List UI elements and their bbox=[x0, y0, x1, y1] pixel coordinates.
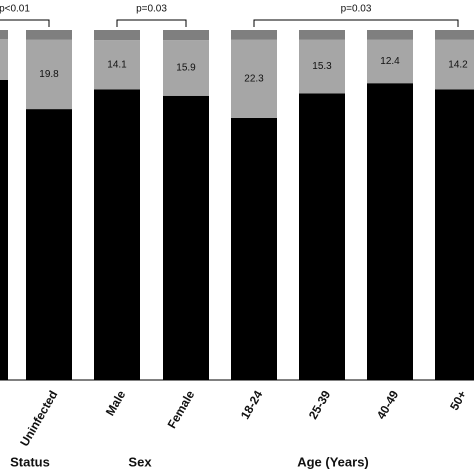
x-tick-label: 18-24 bbox=[238, 388, 266, 422]
bar-segment bbox=[26, 109, 72, 380]
group-label: Sex bbox=[128, 454, 152, 469]
x-tick-label: 40-49 bbox=[374, 388, 402, 422]
bar-fragment bbox=[0, 30, 8, 380]
bar-segment bbox=[26, 30, 72, 40]
value-label: 19.8 bbox=[39, 69, 59, 80]
annotation: p<0.01 bbox=[0, 4, 30, 15]
bar-segment bbox=[367, 30, 413, 40]
value-label: 15.9 bbox=[176, 63, 196, 74]
bar-segment bbox=[299, 39, 345, 94]
x-tick-label: Female bbox=[165, 388, 198, 431]
bar-segment bbox=[163, 30, 209, 41]
bar-segment bbox=[231, 30, 277, 40]
bracket bbox=[116, 19, 187, 27]
bracket bbox=[253, 19, 459, 27]
value-label: 14.2 bbox=[448, 59, 468, 70]
group-label: Age (Years) bbox=[297, 454, 369, 469]
value-label: 12.4 bbox=[380, 56, 400, 67]
group-label: Status bbox=[10, 454, 50, 469]
bar-segment bbox=[231, 117, 277, 380]
bar-segment bbox=[367, 83, 413, 380]
bar-segment bbox=[299, 93, 345, 380]
bar-segment bbox=[94, 30, 140, 41]
x-tick-label: Male bbox=[103, 388, 129, 418]
value-label: 22.3 bbox=[244, 73, 264, 84]
bar-segment bbox=[231, 39, 277, 118]
bracket bbox=[0, 19, 50, 27]
annotation: p=0.03 bbox=[341, 4, 372, 15]
bar-segment bbox=[163, 95, 209, 381]
bar-segment bbox=[435, 30, 474, 40]
bar-segment bbox=[94, 89, 140, 380]
bar-segment bbox=[163, 40, 209, 96]
bar-fragment bbox=[0, 30, 8, 39]
value-label: 15.3 bbox=[312, 61, 332, 72]
bar-segment bbox=[435, 89, 474, 380]
x-tick-label: 25-39 bbox=[306, 388, 334, 422]
bar-segment bbox=[26, 39, 72, 110]
value-label: 14.1 bbox=[107, 59, 127, 70]
bar-segment bbox=[299, 30, 345, 40]
bar-segment bbox=[94, 40, 140, 90]
bar-fragment bbox=[0, 30, 8, 80]
x-tick-label: 50+ bbox=[447, 388, 469, 413]
x-tick-label: Uninfected bbox=[17, 388, 60, 449]
bar-segment bbox=[435, 39, 474, 90]
bar-segment bbox=[367, 39, 413, 84]
annotation: p=0.03 bbox=[136, 4, 167, 15]
